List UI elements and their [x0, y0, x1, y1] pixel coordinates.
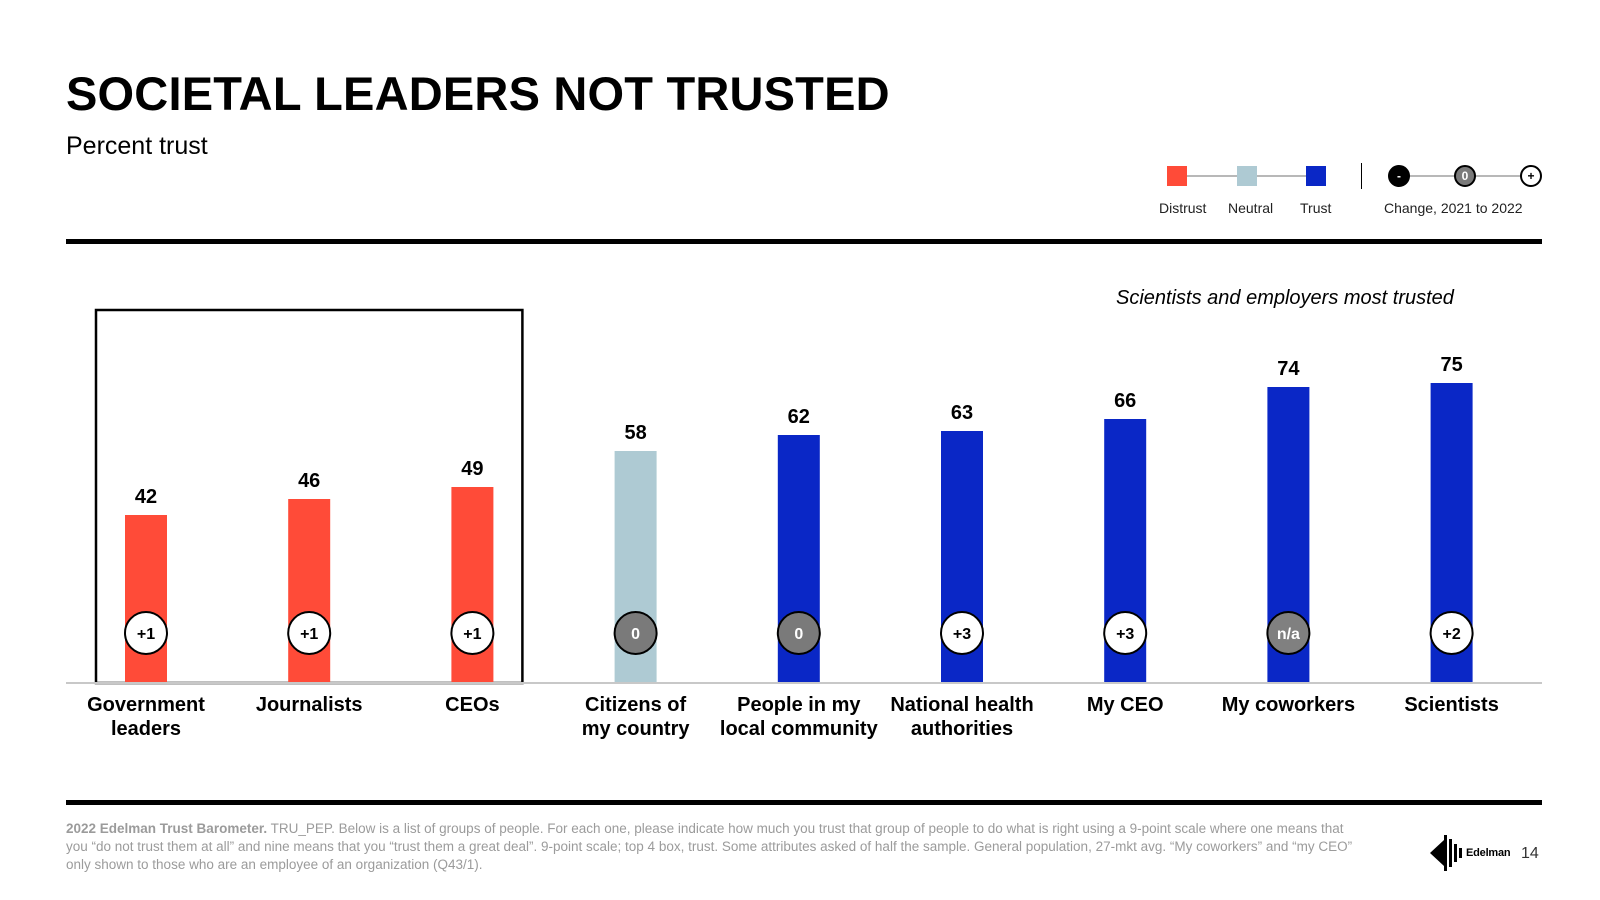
- change-label-6: +3: [953, 626, 971, 643]
- value-label-9: 75: [1440, 354, 1462, 376]
- category-label-4-line-2: my country: [582, 718, 691, 740]
- change-marker-7-icon: [1103, 611, 1148, 655]
- value-label-3: 49: [461, 458, 483, 480]
- legend-swatch-neutral: [1237, 166, 1257, 186]
- legend-label-change: Change, 2021 to 2022: [1384, 200, 1523, 216]
- legend-swatch-distrust: [1167, 166, 1187, 186]
- legend-swatch-trust: [1306, 166, 1326, 186]
- value-label-8: 74: [1277, 358, 1300, 380]
- change-label-2: +1: [300, 626, 318, 643]
- legend-change-zero-icon: 0: [1454, 165, 1476, 187]
- change-marker-5-icon: [776, 611, 821, 655]
- legend-label-neutral: Neutral: [1228, 200, 1274, 216]
- chart-callout: Scientists and employers most trusted: [1116, 287, 1454, 309]
- bar-2: [288, 499, 331, 683]
- change-marker-3-icon: [450, 611, 495, 655]
- category-label-6-line-2: authorities: [911, 718, 1013, 740]
- change-marker-1-icon: [124, 611, 168, 655]
- change-marker-2-icon: [287, 611, 332, 655]
- edelman-logo-icon: [1430, 835, 1462, 871]
- page-title: SOCIETAL LEADERS NOT TRUSTED: [66, 67, 890, 120]
- value-label-1: 42: [135, 486, 157, 508]
- footnote: 2022 Edelman Trust Barometer. TRU_PEP. B…: [66, 820, 1356, 874]
- category-label-1-line-2: leaders: [111, 718, 181, 740]
- category-label-2: Journalists: [256, 694, 363, 716]
- change-marker-9-icon: [1429, 611, 1474, 655]
- page-number: 14: [1521, 845, 1539, 862]
- legend-change-negative-icon: -: [1388, 165, 1410, 187]
- brand-name: Edelman: [1466, 847, 1511, 859]
- change-label-1: +1: [137, 626, 155, 643]
- change-label-9: +2: [1442, 626, 1460, 643]
- legend-separator: [1361, 163, 1362, 189]
- change-label-3: +1: [463, 626, 481, 643]
- category-label-4-line-1: Citizens of: [585, 694, 686, 716]
- footer-rule: [66, 800, 1542, 805]
- change-marker-4-icon: [613, 611, 658, 655]
- footnote-text: TRU_PEP. Below is a list of groups of pe…: [66, 821, 1353, 872]
- change-label-5: 0: [794, 626, 803, 643]
- change-marker-6-icon: [940, 611, 984, 655]
- change-label-7: +3: [1116, 626, 1134, 643]
- change-label-4: 0: [631, 626, 640, 643]
- value-label-2: 46: [298, 470, 320, 492]
- category-label-1-line-1: Government: [87, 694, 205, 716]
- legend-change-positive-icon: +: [1520, 165, 1542, 187]
- category-label-9: Scientists: [1404, 694, 1498, 716]
- footnote-source: 2022 Edelman Trust Barometer.: [66, 821, 268, 836]
- value-label-6: 63: [951, 402, 973, 424]
- change-label-8: n/a: [1277, 626, 1300, 643]
- value-label-7: 66: [1114, 390, 1136, 412]
- category-label-7: My CEO: [1087, 694, 1164, 716]
- legend-label-trust: Trust: [1300, 200, 1332, 216]
- value-label-5: 62: [788, 406, 810, 428]
- category-label-3: CEOs: [445, 694, 499, 716]
- legend-label-distrust: Distrust: [1159, 200, 1207, 216]
- category-label-5-line-1: People in my: [737, 694, 861, 716]
- category-label-6-line-1: National health: [890, 694, 1033, 716]
- page-subtitle: Percent trust: [66, 132, 208, 160]
- bar-1: [125, 515, 167, 683]
- header-rule: [66, 239, 1542, 244]
- value-label-4: 58: [624, 422, 646, 444]
- change-marker-8-icon: [1266, 611, 1311, 655]
- category-label-5-line-2: local community: [720, 718, 879, 740]
- category-label-8: My coworkers: [1222, 694, 1355, 716]
